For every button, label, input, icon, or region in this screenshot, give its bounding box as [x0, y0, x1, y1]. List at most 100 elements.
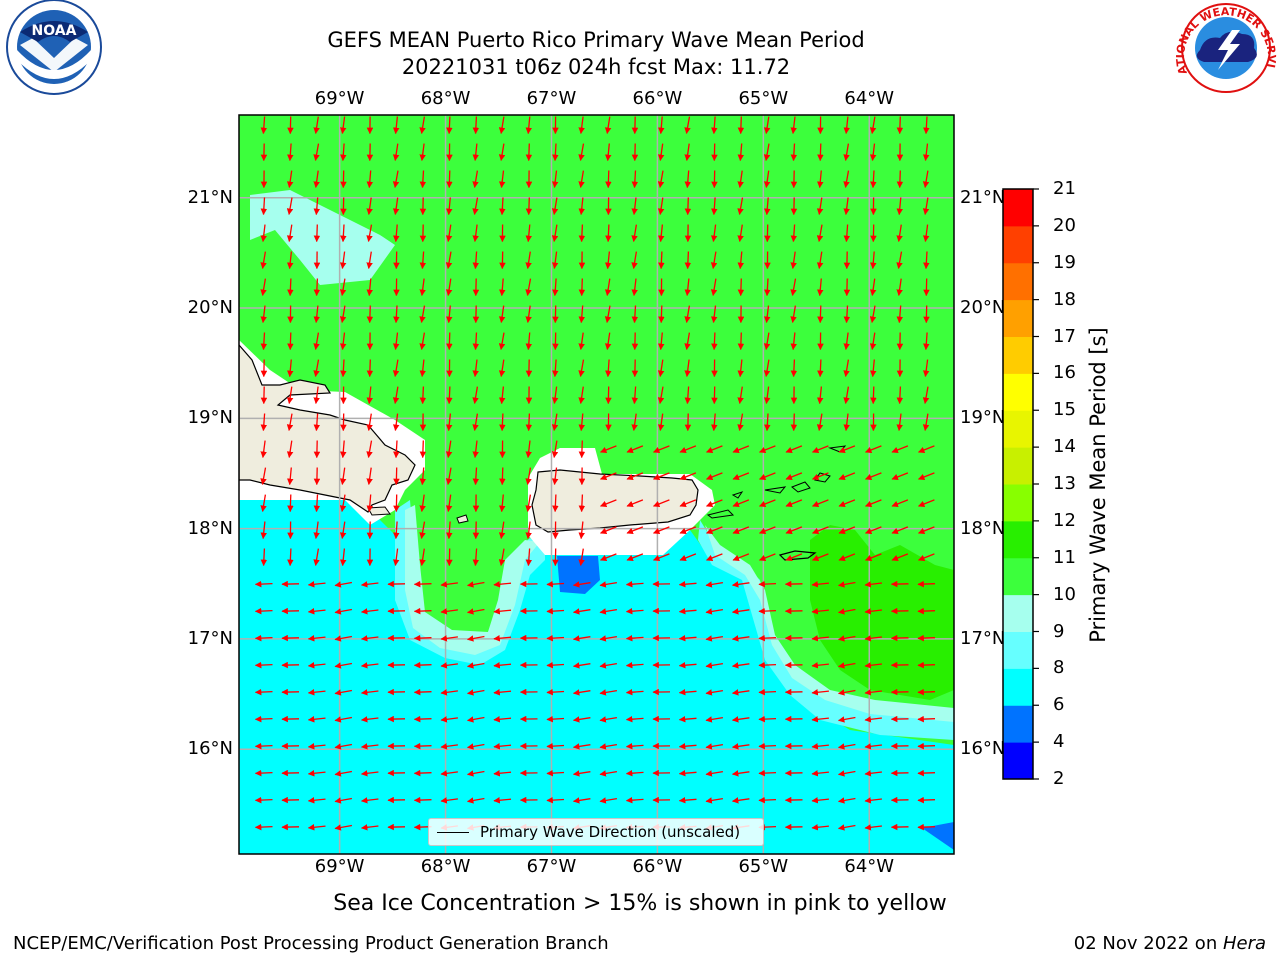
- wave-arrow: [811, 797, 829, 804]
- wave-arrow: [307, 689, 326, 696]
- wave-arrow: [472, 197, 479, 216]
- wave-arrow: [393, 440, 400, 459]
- wave-arrow: [922, 170, 930, 189]
- wave-arrow: [604, 278, 612, 297]
- wave-arrow: [758, 472, 776, 480]
- wave-arrow: [763, 332, 771, 351]
- wave-arrow: [843, 332, 850, 351]
- wave-arrow: [678, 742, 697, 750]
- wave-arrow: [260, 332, 268, 351]
- wave-arrow: [737, 332, 745, 351]
- wave-arrow: [413, 661, 432, 669]
- wave-arrow: [572, 797, 591, 804]
- wave-arrow: [393, 521, 400, 540]
- map-legend: Primary Wave Direction (unscaled): [428, 818, 764, 846]
- wave-arrow: [334, 635, 353, 642]
- wave-arrow: [360, 770, 379, 777]
- wave-arrow: [599, 445, 617, 453]
- wave-arrow: [785, 526, 803, 534]
- wave-arrow: [392, 332, 400, 351]
- colorbar-tick: 6: [1053, 694, 1065, 716]
- wave-arrow: [837, 689, 856, 696]
- wave-arrow: [525, 332, 533, 351]
- wave-arrow: [446, 197, 453, 216]
- wave-arrow: [445, 440, 453, 459]
- wave-arrow: [790, 251, 797, 270]
- wave-arrow: [572, 635, 591, 642]
- wave-arrow: [260, 116, 268, 135]
- lat-tick-right: 17°N: [960, 627, 1006, 649]
- wave-arrow: [552, 494, 559, 513]
- wave-arrow: [625, 580, 644, 588]
- wave-arrow: [917, 769, 936, 777]
- wave-arrow: [625, 661, 644, 669]
- wave-arrow: [843, 143, 850, 162]
- footer-date-text: 02 Nov 2022 on: [1073, 933, 1223, 954]
- wave-arrow: [551, 386, 559, 405]
- wave-arrow: [551, 170, 559, 189]
- wave-arrow: [922, 224, 930, 243]
- colorbar-tick: 2: [1053, 768, 1065, 789]
- wave-arrow: [790, 305, 797, 324]
- wave-arrow: [499, 494, 506, 513]
- field-period-9-10: [405, 505, 540, 655]
- wave-arrow: [657, 143, 665, 162]
- wave-arrow: [339, 494, 347, 513]
- wave-arrow: [684, 332, 691, 351]
- wave-arrow: [625, 742, 644, 750]
- wave-arrow: [758, 769, 777, 777]
- lat-tick-left: 16°N: [187, 738, 233, 760]
- wave-arrow: [599, 662, 618, 669]
- wave-arrow: [678, 769, 697, 777]
- wave-arrow: [419, 440, 427, 459]
- wave-arrow: [466, 743, 485, 750]
- wave-arrow: [313, 548, 320, 567]
- wave-arrow: [366, 278, 373, 297]
- wave-arrow: [811, 445, 829, 453]
- lon-tick-top: 68°W: [420, 88, 471, 109]
- wave-arrow: [499, 197, 506, 216]
- wave-arrow: [446, 386, 453, 405]
- wave-arrow: [578, 521, 585, 540]
- wave-arrow: [366, 197, 373, 216]
- wave-arrow: [578, 548, 585, 567]
- map-subtitle: 20221031 t06z 024h fcst Max: 11.72: [401, 55, 791, 79]
- wave-arrow: [626, 472, 644, 480]
- wave-arrow: [652, 445, 670, 453]
- wave-arrow: [837, 581, 856, 588]
- wave-arrow: [790, 332, 797, 351]
- wave-arrow: [334, 743, 353, 750]
- wave-arrow: [551, 224, 559, 243]
- wave-arrow: [472, 224, 479, 243]
- wave-arrow: [732, 526, 750, 534]
- wave-arrow: [763, 359, 771, 378]
- wave-arrow: [339, 332, 347, 351]
- wave-arrow: [366, 359, 374, 378]
- wave-arrow: [445, 467, 453, 486]
- wave-arrow: [419, 548, 426, 567]
- wave-arrow: [254, 769, 273, 777]
- wave-arrow: [705, 472, 723, 480]
- wave-arrow: [896, 305, 904, 324]
- wave-arrow: [785, 472, 803, 480]
- wave-arrow: [870, 251, 877, 270]
- wave-direction-arrows: [254, 116, 936, 831]
- wave-arrow: [525, 278, 532, 297]
- colorbar: [1003, 188, 1039, 780]
- colorbar-segment: [1003, 299, 1033, 338]
- wave-arrow: [499, 278, 506, 297]
- wave-arrow: [678, 688, 697, 696]
- wave-arrow: [334, 608, 353, 615]
- wave-arrow: [466, 689, 485, 696]
- wave-arrow: [307, 581, 326, 588]
- wave-arrow: [711, 197, 718, 216]
- wave-arrow: [679, 526, 697, 534]
- wave-arrow: [891, 553, 909, 561]
- wave-arrow: [313, 494, 321, 513]
- wave-arrow: [419, 494, 426, 513]
- lon-tick-top: 67°W: [526, 88, 577, 109]
- wave-arrow: [732, 472, 750, 480]
- wave-arrow: [605, 143, 612, 162]
- lon-tick-top: 66°W: [632, 88, 683, 109]
- wave-arrow: [658, 332, 665, 351]
